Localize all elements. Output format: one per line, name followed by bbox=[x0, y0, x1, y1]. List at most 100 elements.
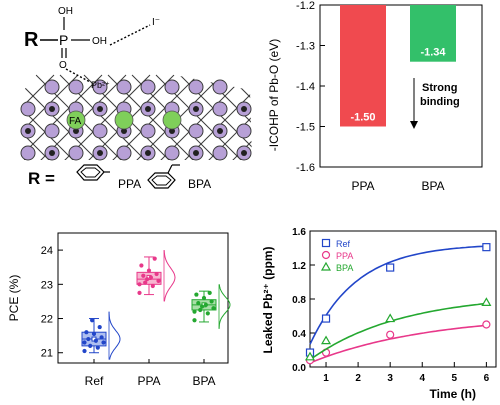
iodide-atom bbox=[140, 123, 156, 139]
oh-top-label: OH bbox=[58, 6, 73, 17]
scatter-series bbox=[304, 243, 492, 365]
structure-schematic: FA R P OH OH O I⁻ Pb²⁺ R = PPA BPA bbox=[20, 6, 252, 191]
fit-line-ref bbox=[309, 245, 490, 345]
iodide-atom bbox=[164, 79, 180, 95]
box-data-point bbox=[97, 324, 102, 330]
iodide-atom bbox=[92, 123, 108, 139]
scatter-x-tick-label: 2 bbox=[355, 373, 361, 384]
box-data-point bbox=[139, 263, 144, 268]
phenyl-icon bbox=[76, 164, 110, 181]
o-pb-dashed-bond bbox=[65, 68, 91, 83]
scatter-y-tick-label: 0.0 bbox=[292, 363, 306, 374]
box-data-point bbox=[88, 343, 93, 348]
ppa-structure-label: PPA bbox=[118, 177, 141, 191]
box-data-point bbox=[192, 309, 197, 314]
box-data-point bbox=[82, 340, 87, 345]
scatter-y-tick-label: 0.4 bbox=[292, 329, 306, 340]
box-data-point bbox=[148, 275, 153, 280]
marker-circle bbox=[386, 330, 395, 339]
marker-square bbox=[482, 243, 491, 252]
box-data-point bbox=[200, 304, 205, 309]
iodide-atom bbox=[68, 145, 84, 161]
lattice-edge bbox=[227, 74, 252, 160]
marker-triangle bbox=[321, 335, 332, 345]
iodide-atom bbox=[44, 79, 60, 95]
box-data-point bbox=[198, 307, 203, 313]
lead-atom bbox=[145, 150, 151, 156]
box-y-axis: 21 22 23 24 bbox=[41, 245, 63, 360]
bar-value-label: -1.34 bbox=[420, 47, 446, 59]
bar-x-tick-label: PPA bbox=[351, 179, 374, 193]
marker-circle bbox=[321, 250, 331, 260]
box-data-point bbox=[152, 256, 157, 261]
box-series: Ref PPA BPA bbox=[81, 250, 231, 388]
marker-triangle bbox=[304, 351, 316, 361]
marker-square bbox=[386, 263, 395, 272]
marker-square bbox=[321, 238, 331, 248]
legend-label-ref: Ref bbox=[336, 239, 351, 249]
box-data-point bbox=[150, 283, 155, 289]
box-data-point bbox=[84, 330, 89, 335]
perovskite-lattice: FA bbox=[20, 74, 252, 161]
box-data-point bbox=[209, 299, 214, 304]
iodide-atom bbox=[116, 79, 132, 95]
box-data-point bbox=[194, 292, 199, 297]
scatter-y-tick-label: 1.2 bbox=[292, 261, 306, 272]
lead-atom bbox=[97, 106, 103, 112]
binding-arrow-head bbox=[410, 121, 418, 129]
bpa-structure-label: BPA bbox=[188, 177, 211, 191]
box-x-tick-label: Ref bbox=[85, 374, 104, 388]
bar-y-tick-label: -1.5 bbox=[296, 122, 315, 134]
scatter-y-tick-label: 0.8 bbox=[292, 295, 306, 306]
box-y-tick-label: 24 bbox=[41, 245, 53, 257]
box-data-point bbox=[82, 348, 87, 354]
fa-cation bbox=[66, 110, 86, 130]
fit-line-ppa bbox=[309, 324, 490, 364]
scatter-x-tick-label: 4 bbox=[419, 373, 425, 384]
marker-triangle bbox=[385, 313, 396, 323]
bar-x-tick-label: BPA bbox=[421, 179, 444, 193]
legend-label-ppa: PPA bbox=[336, 251, 353, 261]
leaked-pb-chart: 0.0 0.4 0.8 1.2 1.6 1 2 3 4 5 6 Ref PPA BPA Leaked P… bbox=[261, 227, 497, 401]
lead-atom bbox=[241, 106, 247, 112]
iodide-atom bbox=[116, 145, 132, 161]
box-data-point bbox=[137, 282, 142, 287]
bar-series: -1.50 PPA -1.34 BPA bbox=[340, 5, 456, 193]
bar-ppa bbox=[340, 5, 386, 127]
bar-y-axis: -1.2 -1.3 -1.4 -1.5 -1.6 bbox=[296, 0, 325, 174]
o-atom-label: O bbox=[59, 60, 67, 71]
scatter-legend: Ref PPA BPA bbox=[320, 238, 353, 273]
fit-line-bpa bbox=[309, 302, 490, 361]
marker-triangle bbox=[320, 261, 332, 271]
iodide-atom bbox=[188, 79, 204, 95]
scatter-x-tick-label: 5 bbox=[452, 373, 458, 384]
box-data-point bbox=[91, 331, 97, 337]
box-data-point bbox=[205, 311, 210, 316]
lead-atom bbox=[25, 128, 31, 134]
bar-y-tick-label: -1.4 bbox=[296, 81, 315, 93]
box-data-point bbox=[203, 302, 208, 307]
oh-iodide-dashed-bond bbox=[109, 24, 151, 46]
box-data-point bbox=[211, 306, 216, 311]
iodide-atom bbox=[20, 145, 36, 161]
lead-atom bbox=[49, 106, 55, 112]
lead-atom bbox=[97, 150, 103, 156]
scatter-x-tick-label: 6 bbox=[484, 373, 490, 384]
fa-label: FA bbox=[69, 116, 82, 127]
box-data-point bbox=[145, 277, 150, 282]
lead-atom bbox=[73, 128, 79, 134]
marker-square bbox=[321, 314, 331, 323]
box-data-point bbox=[192, 318, 197, 323]
iodide-atom bbox=[212, 145, 228, 161]
box-data-point bbox=[93, 338, 98, 343]
box-distribution-curve bbox=[108, 311, 121, 360]
box-data-point bbox=[95, 345, 100, 350]
box-data-point bbox=[101, 340, 106, 345]
box-x-tick-label: BPA bbox=[192, 374, 215, 388]
box-data-point bbox=[137, 290, 142, 295]
scatter-x-tick-label: 1 bbox=[323, 373, 329, 384]
iodide-atom bbox=[212, 101, 228, 117]
iodide-label: I⁻ bbox=[152, 17, 160, 28]
scatter-y-axis-title: Leaked Pb²⁺ (ppm) bbox=[261, 246, 275, 353]
bar-y-tick-label: -1.6 bbox=[296, 162, 315, 174]
